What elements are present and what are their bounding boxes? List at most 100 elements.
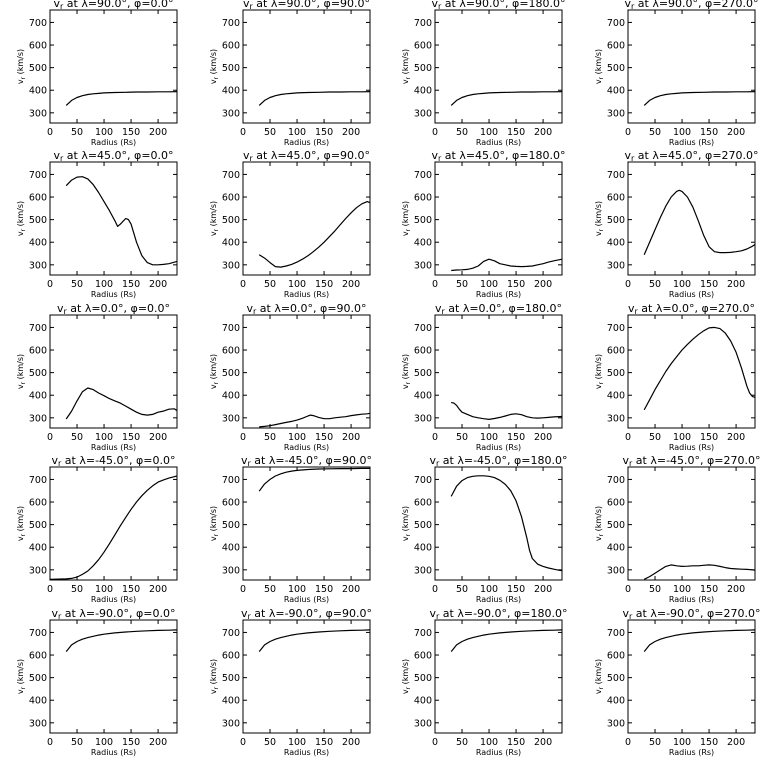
panel-title: vr at λ=-45.0°, φ=0.0°: [51, 454, 175, 468]
x-tick-label: 150: [700, 127, 718, 138]
y-tick-label: 300: [607, 413, 625, 424]
x-tick-label: 200: [534, 584, 552, 595]
panel-title: vr at λ=90.0°, φ=0.0°: [53, 0, 173, 11]
x-tick-label: 0: [432, 737, 438, 748]
panel-title: vr at λ=-90.0°, φ=0.0°: [51, 607, 175, 621]
y-tick-label: 300: [414, 413, 432, 424]
x-tick-label: 100: [480, 127, 498, 138]
y-tick-label: 300: [29, 565, 47, 576]
plot-frame: [242, 314, 371, 429]
x-tick-label: 150: [315, 127, 333, 138]
y-tick-label: 700: [414, 18, 432, 29]
x-tick-label: 100: [95, 279, 113, 290]
series-line: [258, 91, 371, 106]
plot-frame: [49, 619, 178, 734]
y-tick-label: 500: [222, 63, 240, 74]
x-tick-label: 150: [507, 127, 525, 138]
y-tick-label: 700: [222, 18, 240, 29]
x-tick-label: 100: [480, 432, 498, 443]
x-tick-label: 150: [700, 279, 718, 290]
x-tick-label: 150: [315, 432, 333, 443]
x-axis-label: Radius (Rs): [669, 595, 714, 604]
y-tick-label: 700: [607, 18, 625, 29]
x-tick-label: 150: [122, 432, 140, 443]
x-tick-label: 100: [288, 279, 306, 290]
y-axis-label: vr (km/s): [16, 354, 27, 389]
y-axis-label: vr (km/s): [594, 49, 605, 84]
y-tick-label: 500: [607, 215, 625, 226]
x-tick-label: 200: [534, 279, 552, 290]
y-tick-label: 700: [29, 323, 47, 334]
panel-19: vr at λ=-90.0°, φ=270.0° 0 50 100 150 200 300 4…: [594, 607, 761, 757]
y-tick-label: 600: [607, 346, 625, 357]
y-tick-label: 300: [222, 565, 240, 576]
y-tick-label: 400: [222, 696, 240, 707]
x-tick-label: 200: [727, 432, 745, 443]
y-tick-label: 500: [29, 368, 47, 379]
plot-frame: [627, 314, 756, 429]
y-tick-label: 600: [222, 193, 240, 204]
x-tick-label: 100: [480, 279, 498, 290]
panel-title: vr at λ=0.0°, φ=90.0°: [246, 302, 366, 316]
y-tick-label: 700: [222, 628, 240, 639]
series-line: [643, 564, 756, 580]
series-line: [643, 91, 756, 106]
panel-title: vr at λ=-90.0°, φ=180.0°: [429, 607, 567, 621]
y-axis-label: vr (km/s): [16, 49, 27, 84]
panel-3: vr at λ=90.0°, φ=270.0° 0 50 100 150 200 300 40…: [594, 0, 759, 147]
y-tick-label: 300: [414, 108, 432, 119]
x-axis-label: Radius (Rs): [284, 748, 329, 757]
y-tick-label: 400: [29, 543, 47, 554]
x-tick-label: 50: [71, 584, 83, 595]
y-tick-label: 700: [29, 18, 47, 29]
plot-frame: [434, 161, 563, 276]
y-tick-label: 700: [607, 475, 625, 486]
panel-17: vr at λ=-90.0°, φ=90.0° 0 50 100 150 200 300 40…: [209, 607, 372, 757]
panel-title: vr at λ=0.0°, φ=180.0°: [435, 302, 562, 316]
x-tick-label: 100: [288, 737, 306, 748]
y-tick-label: 600: [29, 346, 47, 357]
series-line: [450, 475, 563, 572]
x-tick-label: 150: [507, 432, 525, 443]
y-tick-label: 400: [414, 391, 432, 402]
x-tick-label: 150: [315, 584, 333, 595]
x-tick-label: 50: [264, 584, 276, 595]
panel-4: vr at λ=45.0°, φ=0.0° 0 50 100 150 200 300 400 5…: [16, 149, 178, 299]
x-tick-label: 0: [240, 279, 246, 290]
series-line: [258, 201, 371, 268]
y-axis-label: vr (km/s): [209, 49, 220, 84]
panel-6: vr at λ=45.0°, φ=180.0° 0 50 100 150 200 300 40…: [401, 149, 566, 299]
x-tick-label: 200: [534, 432, 552, 443]
y-tick-label: 600: [29, 498, 47, 509]
series-line: [65, 176, 178, 266]
x-tick-label: 100: [288, 432, 306, 443]
y-tick-label: 600: [414, 193, 432, 204]
y-tick-label: 400: [414, 696, 432, 707]
panel-title: vr at λ=-90.0°, φ=90.0°: [241, 607, 372, 621]
y-tick-label: 700: [607, 170, 625, 181]
panel-title: vr at λ=0.0°, φ=0.0°: [57, 302, 170, 316]
y-tick-label: 400: [29, 86, 47, 97]
x-tick-label: 50: [456, 737, 468, 748]
panel-2: vr at λ=90.0°, φ=180.0° 0 50 100 150 200 300 40…: [401, 0, 566, 147]
plot-frame: [627, 9, 756, 124]
y-tick-label: 600: [607, 41, 625, 52]
y-tick-label: 600: [607, 651, 625, 662]
y-tick-label: 700: [29, 475, 47, 486]
x-tick-label: 50: [71, 127, 83, 138]
x-tick-label: 100: [95, 127, 113, 138]
x-tick-label: 200: [727, 737, 745, 748]
panel-5: vr at λ=45.0°, φ=90.0° 0 50 100 150 200 300 400…: [209, 149, 371, 299]
y-tick-label: 500: [29, 520, 47, 531]
y-tick-label: 600: [222, 651, 240, 662]
panel-18: vr at λ=-90.0°, φ=180.0° 0 50 100 150 200 300 4…: [401, 607, 568, 757]
x-tick-label: 150: [700, 584, 718, 595]
series-line: [450, 629, 563, 652]
series-line: [65, 387, 178, 420]
panel-7: vr at λ=45.0°, φ=270.0° 0 50 100 150 200 300 40…: [594, 149, 759, 299]
x-axis-label: Radius (Rs): [284, 138, 329, 147]
plot-frame: [49, 9, 178, 124]
y-tick-label: 600: [607, 498, 625, 509]
panel-title: vr at λ=-45.0°, φ=180.0°: [429, 454, 567, 468]
y-tick-label: 500: [222, 215, 240, 226]
